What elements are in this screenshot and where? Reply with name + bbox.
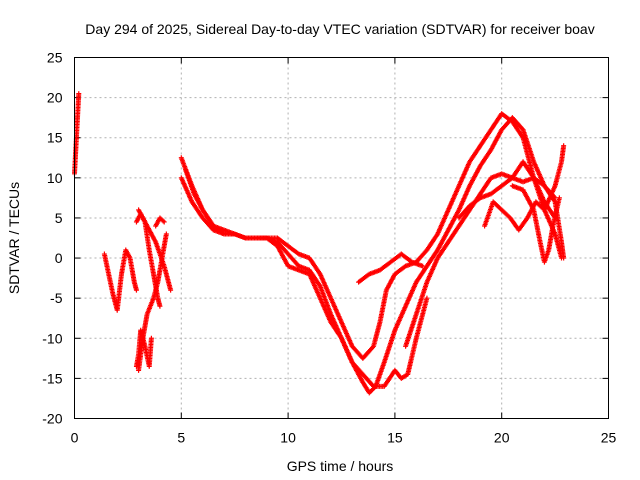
- chart-title: Day 294 of 2025, Sidereal Day-to-day VTE…: [85, 21, 594, 37]
- y-tick-label: -5: [50, 290, 63, 306]
- y-tick-label: 20: [47, 90, 63, 106]
- data-point: [559, 255, 565, 261]
- x-tick-label: 10: [280, 430, 296, 446]
- y-tick-label: -10: [42, 330, 62, 346]
- data-point: [157, 303, 163, 309]
- series-seg-e: [136, 207, 174, 293]
- series-arc-5: [356, 251, 426, 285]
- plot-frame: [74, 57, 609, 419]
- data-point: [76, 91, 82, 97]
- x-tick-label: 25: [601, 430, 617, 446]
- y-tick-label: 10: [47, 170, 63, 186]
- series-arc-7: [482, 143, 567, 233]
- data-point: [161, 219, 167, 225]
- data-point: [556, 195, 562, 201]
- x-tick-label: 0: [71, 430, 79, 446]
- series-seg-early: [72, 91, 82, 177]
- series-seg-d: [136, 231, 169, 373]
- data-points: [72, 91, 567, 396]
- y-tick-label: -15: [42, 370, 62, 386]
- series-arc-8: [509, 183, 562, 265]
- data-point: [561, 143, 567, 149]
- y-axis-label: SDTVAR / TECUs: [6, 182, 22, 294]
- y-tick-label: 5: [55, 210, 63, 226]
- series-arc-3: [183, 167, 430, 389]
- x-tick-label: 15: [387, 430, 403, 446]
- series-seg-a: [101, 247, 139, 313]
- x-tick-label: 5: [177, 430, 185, 446]
- y-tick-label: -20: [42, 411, 62, 427]
- data-point: [148, 335, 154, 341]
- y-tick-label: 25: [47, 50, 63, 66]
- data-point: [133, 287, 139, 293]
- data-point: [424, 295, 430, 301]
- y-tick-label: 15: [47, 130, 63, 146]
- x-tick-label: 20: [494, 430, 510, 446]
- tick-labels: 0 5 10 15 20 25 -20 -15 -10 -5 0 5 10 15 20 25: [42, 50, 616, 446]
- series-seg-f: [153, 215, 167, 229]
- data-point: [420, 263, 426, 269]
- grid-lines: [74, 57, 609, 419]
- data-point: [163, 231, 169, 237]
- x-axis-label: GPS time / hours: [287, 458, 394, 474]
- y-tick-label: 0: [55, 250, 63, 266]
- data-point: [168, 287, 174, 293]
